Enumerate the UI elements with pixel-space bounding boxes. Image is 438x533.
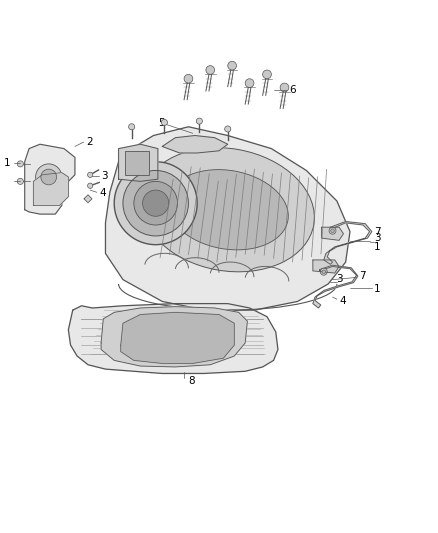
Polygon shape (121, 312, 234, 364)
Circle shape (41, 169, 57, 185)
Polygon shape (25, 144, 75, 214)
Circle shape (228, 61, 237, 70)
Ellipse shape (141, 148, 314, 272)
Circle shape (184, 75, 193, 83)
Polygon shape (313, 260, 339, 273)
Polygon shape (162, 135, 228, 153)
Ellipse shape (167, 169, 288, 250)
Circle shape (17, 179, 23, 184)
Text: 6: 6 (289, 85, 296, 95)
Text: 1: 1 (374, 242, 381, 252)
Text: 3: 3 (101, 171, 108, 181)
Circle shape (123, 171, 188, 236)
Text: 4: 4 (99, 188, 106, 198)
Text: 7: 7 (374, 228, 381, 237)
Circle shape (322, 270, 325, 273)
Text: 1: 1 (374, 284, 381, 294)
Text: 3: 3 (374, 233, 381, 243)
Polygon shape (68, 304, 278, 374)
Circle shape (320, 268, 327, 275)
Polygon shape (313, 265, 358, 308)
Circle shape (134, 181, 177, 225)
Circle shape (225, 126, 231, 132)
Circle shape (35, 164, 62, 190)
Circle shape (329, 227, 336, 234)
Text: 1: 1 (4, 158, 11, 168)
Circle shape (143, 190, 169, 216)
Circle shape (88, 183, 93, 188)
Circle shape (331, 229, 334, 232)
Circle shape (114, 161, 197, 245)
Circle shape (161, 119, 167, 125)
Circle shape (245, 79, 254, 87)
Circle shape (206, 66, 215, 75)
Text: 7: 7 (359, 271, 365, 281)
Circle shape (129, 124, 135, 130)
Circle shape (280, 83, 289, 92)
Polygon shape (101, 306, 247, 367)
Text: 5: 5 (158, 118, 164, 128)
Text: 8: 8 (188, 376, 195, 386)
Polygon shape (119, 144, 158, 181)
Polygon shape (106, 127, 350, 310)
Circle shape (196, 118, 202, 124)
Text: 3: 3 (336, 274, 343, 284)
Circle shape (88, 172, 93, 177)
Text: 2: 2 (86, 137, 92, 147)
Circle shape (17, 161, 23, 167)
FancyBboxPatch shape (125, 151, 149, 175)
Text: 4: 4 (339, 296, 346, 306)
Polygon shape (33, 173, 68, 205)
Polygon shape (324, 222, 372, 264)
Polygon shape (84, 195, 92, 203)
Polygon shape (321, 227, 343, 240)
Circle shape (263, 70, 272, 79)
